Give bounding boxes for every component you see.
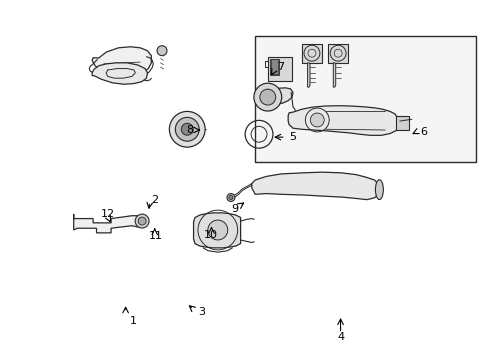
Circle shape [253, 83, 281, 111]
Circle shape [310, 113, 324, 127]
Text: 11: 11 [149, 231, 163, 242]
Polygon shape [193, 213, 240, 248]
Ellipse shape [375, 180, 383, 199]
Text: 6: 6 [420, 127, 427, 137]
Polygon shape [74, 214, 142, 233]
Bar [271, 59, 277, 73]
Text: 2: 2 [151, 195, 158, 204]
Bar [267, 57, 291, 81]
Polygon shape [307, 63, 309, 87]
Text: 8: 8 [186, 125, 193, 135]
Text: 5: 5 [289, 132, 296, 142]
Text: 12: 12 [101, 209, 115, 219]
Bar [255, 36, 475, 162]
Text: 10: 10 [203, 230, 217, 240]
Polygon shape [287, 106, 398, 135]
Text: 3: 3 [198, 307, 205, 317]
Circle shape [207, 220, 227, 240]
Polygon shape [333, 63, 335, 87]
Polygon shape [92, 63, 147, 84]
Circle shape [169, 111, 204, 147]
Bar [301, 44, 322, 63]
Circle shape [175, 117, 199, 141]
Circle shape [259, 89, 275, 105]
Circle shape [138, 217, 146, 225]
Polygon shape [92, 47, 151, 76]
Text: 7: 7 [277, 63, 284, 72]
Text: 9: 9 [231, 203, 238, 213]
Circle shape [181, 123, 193, 135]
Text: 1: 1 [129, 316, 136, 326]
Circle shape [228, 195, 232, 199]
Bar [327, 44, 347, 63]
Circle shape [135, 214, 149, 228]
Bar [270, 59, 278, 75]
Circle shape [226, 194, 234, 202]
Text: 4: 4 [336, 332, 344, 342]
Circle shape [157, 46, 166, 56]
Bar [395, 116, 408, 130]
Polygon shape [263, 88, 292, 104]
Polygon shape [251, 172, 379, 200]
